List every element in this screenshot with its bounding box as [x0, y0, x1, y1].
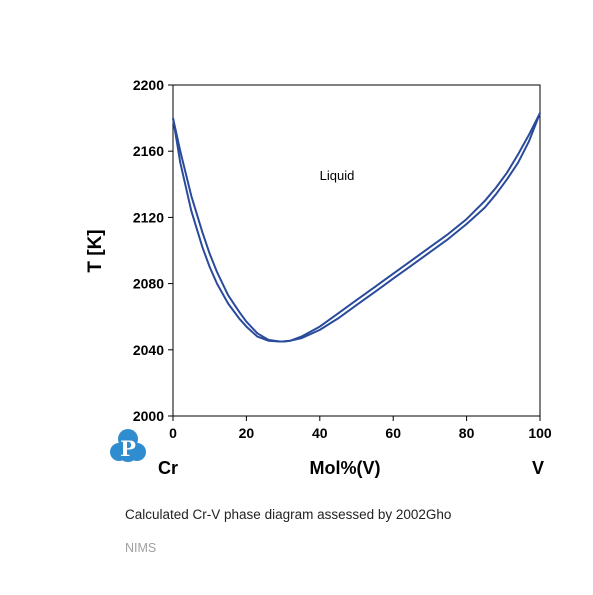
x-tick-label: 100 [528, 425, 552, 441]
x-tick-label: 80 [459, 425, 475, 441]
x-tick-label: 20 [239, 425, 255, 441]
figure-caption: Calculated Cr-V phase diagram assessed b… [125, 507, 452, 522]
series-group [172, 112, 541, 343]
y-tick-label: 2040 [133, 342, 164, 358]
right-element-label: V [532, 458, 544, 478]
x-tick-label: 40 [312, 425, 328, 441]
y-tick-label: 2120 [133, 209, 164, 225]
source-credit: NIMS [125, 541, 157, 555]
phase-boundary-line-lower [172, 112, 541, 343]
plot-frame [172, 84, 541, 417]
phase-boundary-line-upper [172, 112, 541, 343]
y-tick-label: 2200 [133, 77, 164, 93]
x-tick-label: 60 [385, 425, 401, 441]
x-axis-label: Mol%(V) [310, 458, 381, 478]
y-tick-label: 2080 [133, 276, 164, 292]
y-axis-label: T [K] [85, 229, 106, 272]
y-tick-label: 2000 [133, 408, 164, 424]
y-tick-label: 2160 [133, 143, 164, 159]
p-cluster-logo-icon: P [110, 429, 146, 462]
x-tick-group: 0 20 40 60 80 100 [169, 416, 552, 441]
logo-letter: P [120, 436, 136, 461]
annotation-liquid: Liquid [320, 168, 355, 183]
y-tick-group: 2000 2040 2080 2120 2160 2200 [133, 77, 173, 424]
x-tick-label: 0 [169, 425, 177, 441]
left-element-label: Cr [158, 458, 178, 478]
